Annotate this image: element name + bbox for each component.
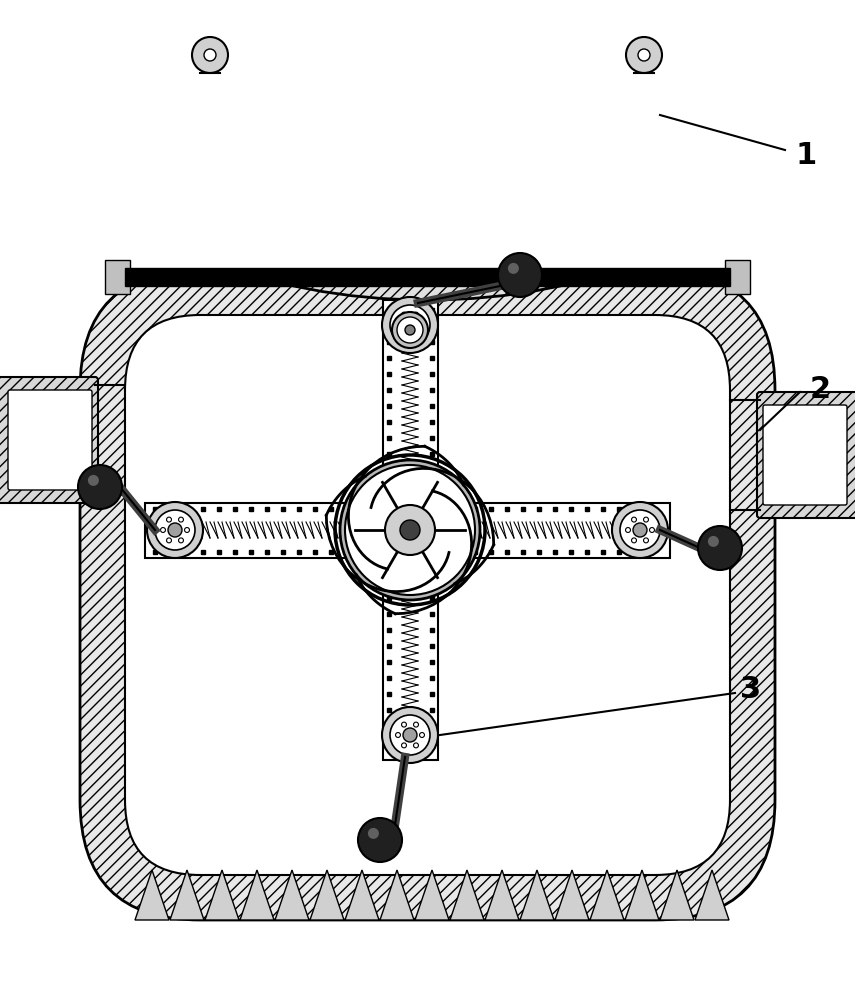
Polygon shape [205,870,239,920]
Text: 2: 2 [810,375,831,404]
Polygon shape [345,870,379,920]
Circle shape [179,538,184,543]
Circle shape [420,323,424,327]
Ellipse shape [157,50,697,260]
Polygon shape [240,870,274,920]
Circle shape [390,715,430,755]
Circle shape [167,538,172,543]
Circle shape [185,528,190,532]
Bar [0,0,855,270]
Polygon shape [520,870,554,920]
Text: 1: 1 [795,140,817,169]
Circle shape [626,528,630,532]
Circle shape [385,505,435,555]
Circle shape [396,323,400,327]
Circle shape [147,502,203,558]
Circle shape [612,502,668,558]
Circle shape [167,517,172,522]
FancyBboxPatch shape [8,390,92,490]
Circle shape [345,465,475,595]
Circle shape [632,538,636,543]
Polygon shape [380,870,414,920]
Polygon shape [485,870,519,920]
Polygon shape [415,870,449,920]
Circle shape [340,460,480,600]
Circle shape [402,333,406,338]
Circle shape [403,728,417,742]
Circle shape [382,707,438,763]
Circle shape [420,733,424,737]
Circle shape [650,528,654,532]
Circle shape [405,325,415,335]
Circle shape [78,465,122,509]
Bar [105,260,130,294]
Circle shape [638,49,650,61]
Circle shape [620,510,660,550]
Circle shape [400,520,420,540]
Bar [725,260,750,294]
Circle shape [392,312,428,348]
Polygon shape [590,870,624,920]
Polygon shape [625,870,659,920]
Circle shape [204,49,216,61]
Circle shape [368,828,379,839]
Circle shape [402,312,406,317]
Bar [145,503,670,558]
Circle shape [414,312,418,317]
Circle shape [414,333,418,338]
Circle shape [403,318,417,332]
Bar [125,268,730,286]
Circle shape [633,523,647,537]
Circle shape [414,743,418,748]
Polygon shape [450,870,484,920]
Bar [383,300,438,760]
Circle shape [358,818,402,862]
Ellipse shape [117,10,737,300]
Circle shape [498,253,542,297]
Circle shape [644,517,648,522]
Circle shape [644,538,648,543]
Circle shape [508,263,519,274]
Polygon shape [170,870,204,920]
Circle shape [708,536,719,547]
Circle shape [632,517,636,522]
Circle shape [179,517,184,522]
FancyBboxPatch shape [80,270,775,920]
Circle shape [414,722,418,727]
Polygon shape [695,870,729,920]
Circle shape [155,510,195,550]
FancyBboxPatch shape [757,392,855,518]
FancyBboxPatch shape [763,405,847,505]
Polygon shape [660,870,694,920]
Polygon shape [310,870,344,920]
Circle shape [88,475,99,486]
Polygon shape [555,870,589,920]
Circle shape [397,317,423,343]
Circle shape [390,305,430,345]
Circle shape [396,733,400,737]
Circle shape [402,743,406,748]
Circle shape [402,722,406,727]
Polygon shape [135,870,169,920]
Circle shape [161,528,166,532]
Circle shape [382,297,438,353]
Text: 3: 3 [740,676,761,704]
Circle shape [168,523,182,537]
Circle shape [698,526,742,570]
Circle shape [626,37,662,73]
Polygon shape [275,870,309,920]
FancyBboxPatch shape [125,315,730,875]
Circle shape [192,37,228,73]
FancyBboxPatch shape [0,377,98,503]
